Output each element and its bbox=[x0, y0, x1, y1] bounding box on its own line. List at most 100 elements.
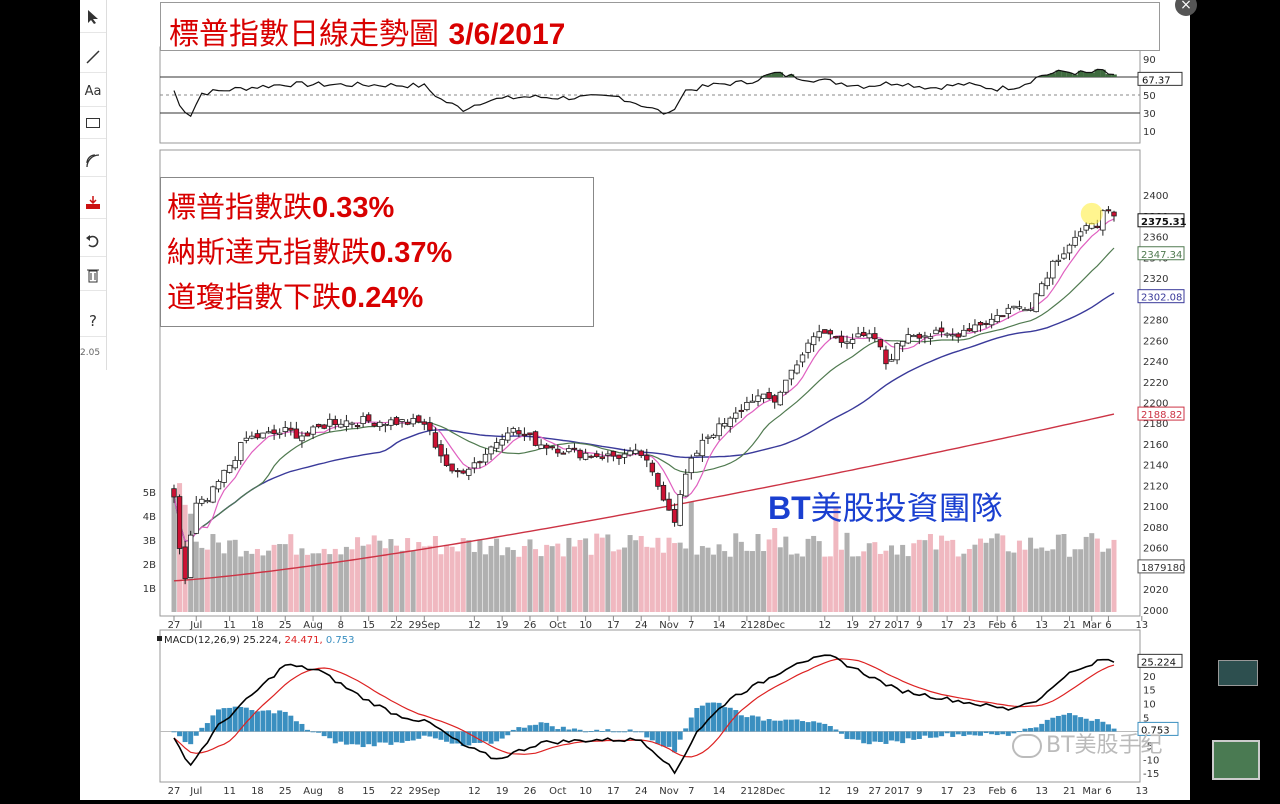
volume-bar bbox=[1039, 547, 1044, 612]
macd-histogram-bar bbox=[533, 725, 538, 732]
macd-histogram-bar bbox=[377, 731, 382, 742]
macd-histogram-bar bbox=[939, 731, 944, 736]
price-tick-label: 2160 bbox=[1143, 440, 1168, 451]
volume-bar bbox=[500, 555, 505, 612]
candle bbox=[789, 370, 794, 379]
volume-bar bbox=[1095, 539, 1100, 612]
candle bbox=[639, 451, 644, 456]
candle bbox=[1006, 308, 1011, 313]
macd-histogram-bar bbox=[639, 731, 644, 732]
macd-histogram-bar bbox=[194, 731, 199, 735]
candle bbox=[555, 449, 560, 453]
candle bbox=[244, 438, 249, 440]
rectangle-icon[interactable] bbox=[80, 108, 106, 139]
save-icon[interactable] bbox=[80, 188, 106, 219]
macd-histogram-bar bbox=[839, 731, 844, 733]
help-icon[interactable]: ? bbox=[80, 306, 106, 337]
candle bbox=[706, 437, 711, 438]
rsi-tick-label: 50 bbox=[1143, 91, 1156, 102]
x-tick-label: Oct bbox=[549, 620, 566, 631]
x-tick-label: 13 bbox=[1035, 620, 1048, 631]
macd-histogram-bar bbox=[867, 731, 872, 744]
macd-histogram-bar bbox=[650, 731, 655, 740]
candle bbox=[839, 336, 844, 342]
annotation-value: 0.37% bbox=[370, 237, 452, 269]
x-tick-label: 19 bbox=[496, 620, 509, 631]
arc-icon[interactable] bbox=[80, 146, 106, 177]
volume-bar bbox=[205, 550, 210, 612]
volume-bar bbox=[555, 544, 560, 612]
candle bbox=[266, 432, 271, 433]
volume-bar bbox=[644, 547, 649, 612]
volume-bar bbox=[455, 551, 460, 612]
x-tick-label: 12 bbox=[818, 620, 831, 631]
rsi-line bbox=[174, 69, 1114, 116]
volume-bar bbox=[856, 556, 861, 612]
macd-histogram-bar bbox=[333, 731, 338, 743]
candle bbox=[216, 481, 221, 488]
volume-bar bbox=[349, 549, 354, 612]
candle bbox=[928, 337, 933, 339]
volume-bar bbox=[811, 536, 816, 612]
candle bbox=[355, 425, 360, 426]
volume-bar bbox=[338, 554, 343, 612]
volume-bar bbox=[733, 533, 738, 612]
macd-histogram-bar bbox=[544, 723, 549, 732]
candle bbox=[878, 340, 883, 347]
volume-last-value: 1879180 bbox=[1141, 563, 1186, 574]
macd-histogram-bar bbox=[416, 731, 421, 738]
volume-bar bbox=[1034, 549, 1039, 612]
candle bbox=[978, 322, 983, 325]
x-tick-label: Nov bbox=[659, 620, 679, 631]
macd-histogram-bar bbox=[522, 728, 527, 732]
title-text: 標普指數日線走勢圖 bbox=[169, 17, 449, 52]
macd-histogram-bar bbox=[756, 717, 761, 732]
candle bbox=[322, 425, 327, 428]
volume-bar bbox=[383, 548, 388, 612]
macd-histogram-bar bbox=[611, 731, 616, 732]
candle bbox=[594, 454, 599, 457]
close-icon[interactable]: × bbox=[1175, 0, 1197, 16]
candle bbox=[461, 471, 466, 473]
volume-bar bbox=[405, 538, 410, 612]
undo-icon[interactable] bbox=[80, 226, 106, 257]
candle bbox=[383, 424, 388, 425]
candle bbox=[238, 443, 243, 461]
candle bbox=[1067, 245, 1072, 253]
candle bbox=[717, 424, 722, 436]
text-icon[interactable]: Aa bbox=[80, 76, 106, 107]
x-tick-label: 24 bbox=[635, 786, 648, 797]
macd-histogram-bar bbox=[995, 731, 1000, 735]
candle bbox=[261, 433, 266, 438]
candle bbox=[233, 460, 238, 467]
macd-histogram-bar bbox=[906, 731, 911, 738]
x-tick-label: 6 bbox=[1105, 786, 1111, 797]
candle bbox=[711, 435, 716, 437]
candle bbox=[177, 497, 182, 549]
macd-histogram-bar bbox=[889, 731, 894, 740]
x-tick-label: 27 bbox=[168, 620, 181, 631]
volume-bar bbox=[616, 550, 621, 612]
trash-icon[interactable] bbox=[80, 260, 106, 291]
candle bbox=[1078, 232, 1083, 236]
candle bbox=[600, 457, 605, 459]
volume-bar bbox=[605, 534, 610, 612]
volume-bar bbox=[394, 546, 399, 612]
volume-bar bbox=[934, 550, 939, 612]
macd-histogram-bar bbox=[238, 707, 243, 731]
candle bbox=[350, 423, 355, 424]
x-tick-label: 8 bbox=[338, 620, 344, 631]
volume-bar bbox=[744, 551, 749, 612]
pointer-icon[interactable] bbox=[80, 2, 106, 33]
macd-legend-marker bbox=[157, 636, 162, 641]
volume-bar bbox=[316, 553, 321, 612]
volume-bar bbox=[1073, 549, 1078, 612]
volume-bar bbox=[1100, 552, 1105, 612]
macd-histogram-bar bbox=[878, 731, 883, 742]
line-icon[interactable] bbox=[80, 42, 106, 73]
volume-bar bbox=[794, 554, 799, 612]
x-tick-label: 17 bbox=[607, 620, 620, 631]
volume-bar bbox=[678, 543, 683, 612]
macd-tick-label: 15 bbox=[1143, 686, 1156, 697]
candle bbox=[728, 418, 733, 426]
